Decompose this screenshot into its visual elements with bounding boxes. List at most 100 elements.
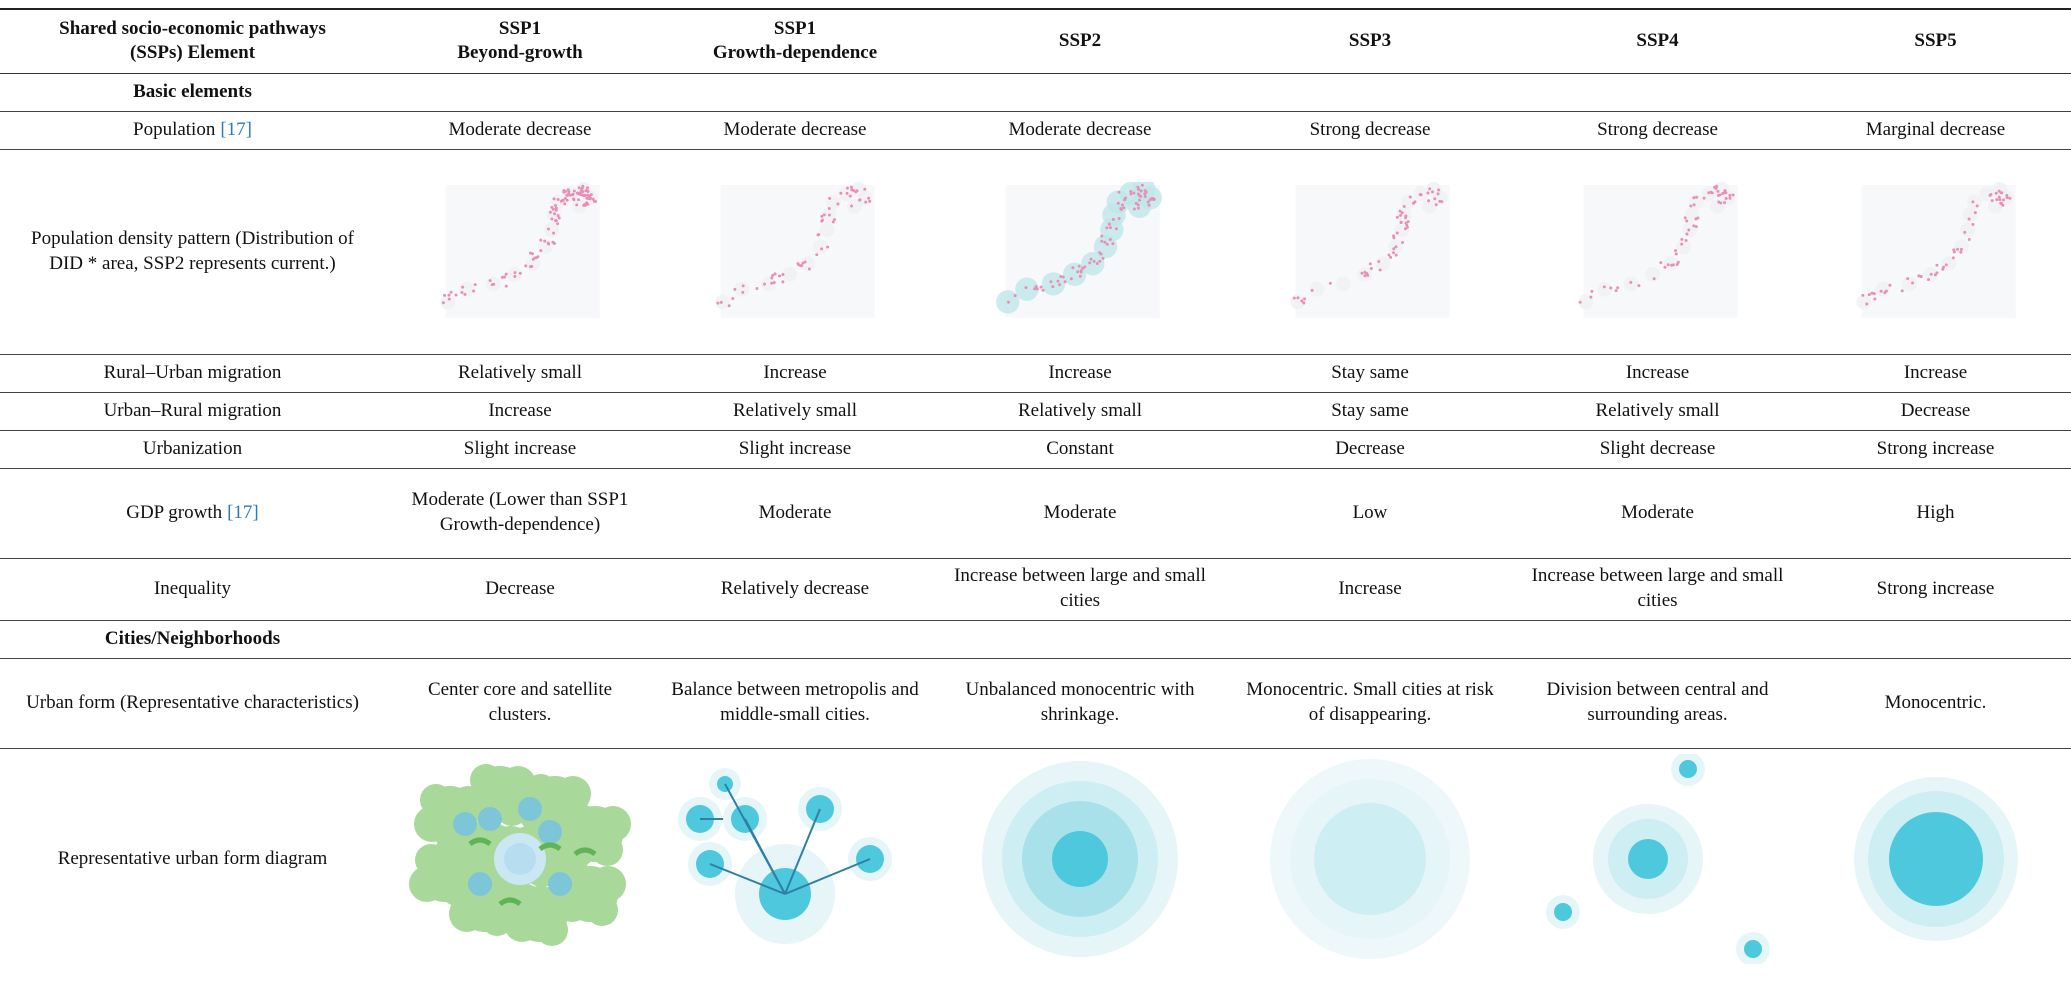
satellite — [453, 812, 477, 837]
did-dot — [1887, 283, 1891, 287]
land — [1901, 275, 1917, 291]
did-dot — [1100, 239, 1104, 243]
citation[interactable]: [17] — [220, 118, 252, 140]
did-dot — [772, 280, 776, 284]
did-dot — [1369, 266, 1373, 270]
did-dot — [849, 185, 853, 189]
empty-cell — [385, 620, 655, 658]
did-dot — [1916, 273, 1920, 277]
did-dot — [1117, 190, 1121, 194]
did-dot — [719, 300, 723, 304]
did-dot — [581, 184, 585, 188]
did-dot — [513, 274, 517, 278]
cell: Division between central and surrounding… — [1546, 679, 1769, 725]
cluster — [536, 914, 568, 947]
did-dot — [1973, 210, 1977, 214]
did-dot — [1684, 219, 1688, 223]
did-dot — [1041, 288, 1045, 292]
header-cell: SSP3 — [1225, 9, 1515, 73]
did-dot — [2001, 197, 2005, 201]
satellite — [478, 807, 502, 832]
table-row: Urbanization Slight increase Slight increa… — [0, 430, 2071, 468]
did-dot — [563, 201, 567, 205]
picture-cell — [385, 748, 655, 970]
circle-shape — [1553, 903, 1572, 922]
row-label: Urban form (Representative characteristi… — [0, 658, 385, 748]
did-dot — [1088, 260, 1092, 264]
circle-shape — [504, 843, 536, 876]
cell: Strong increase — [1876, 437, 1995, 459]
did-dot — [1951, 255, 1955, 259]
land — [1596, 281, 1612, 297]
did-dot — [1089, 257, 1093, 261]
did-dot — [741, 290, 745, 294]
did-dot — [854, 189, 858, 193]
did-dot — [1712, 185, 1716, 189]
density-map — [440, 181, 600, 318]
did-dot — [561, 198, 565, 202]
cell: Relatively small — [457, 361, 582, 383]
label-text: Population — [133, 118, 216, 140]
did-dot — [826, 245, 830, 249]
header-line: SSP5 — [1914, 29, 1957, 51]
did-dot — [1997, 195, 2001, 199]
did-dot — [1588, 295, 1592, 299]
density-map — [1855, 181, 2016, 318]
did-dot — [1872, 291, 1876, 295]
citation[interactable]: [17] — [227, 501, 259, 523]
did-dot — [594, 199, 598, 203]
label-text: Urbanization — [142, 437, 243, 459]
empty-cell — [1800, 73, 2071, 111]
did-dot — [1718, 201, 1722, 204]
did-dot — [1140, 183, 1144, 187]
did-dot — [1426, 191, 1430, 195]
land — [1422, 198, 1437, 214]
table-row: Urban form (Representative characteristi… — [0, 658, 2071, 748]
did-dot — [1101, 256, 1105, 260]
did-dot — [850, 204, 854, 208]
picture-cell — [1800, 149, 2071, 354]
cell: Balance between metropolis and middle-sm… — [671, 679, 919, 725]
did-dot — [472, 288, 476, 292]
land — [1709, 198, 1725, 214]
picture-cell — [1225, 149, 1515, 354]
did-dot — [585, 196, 589, 200]
did-dot — [531, 257, 535, 261]
did-dot — [1398, 209, 1402, 213]
did-dot — [1959, 247, 1963, 251]
table-row: Population [17] Moderate decrease Moderate … — [0, 111, 2071, 149]
density-map — [715, 181, 875, 318]
did-dot — [1998, 201, 2002, 205]
did-dot — [1999, 190, 2003, 194]
did-dot — [587, 193, 591, 197]
cell: Slight increase — [463, 437, 577, 459]
did-dot — [815, 252, 819, 256]
empty-cell — [1515, 73, 1800, 111]
header-cell: SSP2 — [935, 9, 1225, 73]
section-label: Cities/Neighborhoods — [104, 627, 281, 649]
land — [1662, 255, 1678, 271]
cell: Strong increase — [1876, 577, 1995, 599]
did-dot — [1310, 288, 1314, 292]
did-dot — [1083, 264, 1087, 268]
did-dot — [1706, 190, 1710, 194]
empty-cell — [935, 620, 1225, 658]
did-dot — [575, 202, 579, 206]
cell: Strong decrease — [1309, 118, 1431, 140]
picture-cell — [1800, 748, 2071, 970]
did-dot — [827, 206, 831, 210]
did-dot — [1684, 232, 1688, 235]
circle-shape — [1314, 803, 1426, 916]
did-dot — [1652, 276, 1656, 280]
did-dot — [1674, 252, 1678, 256]
did-dot — [1716, 193, 1720, 197]
did-dot — [1437, 187, 1441, 191]
did-dot — [513, 270, 517, 274]
did-dot — [864, 200, 868, 204]
did-dot — [868, 199, 872, 203]
did-dot — [1879, 289, 1883, 293]
did-dot — [582, 193, 586, 197]
picture-cell — [655, 748, 935, 970]
did-dot — [1934, 263, 1938, 267]
